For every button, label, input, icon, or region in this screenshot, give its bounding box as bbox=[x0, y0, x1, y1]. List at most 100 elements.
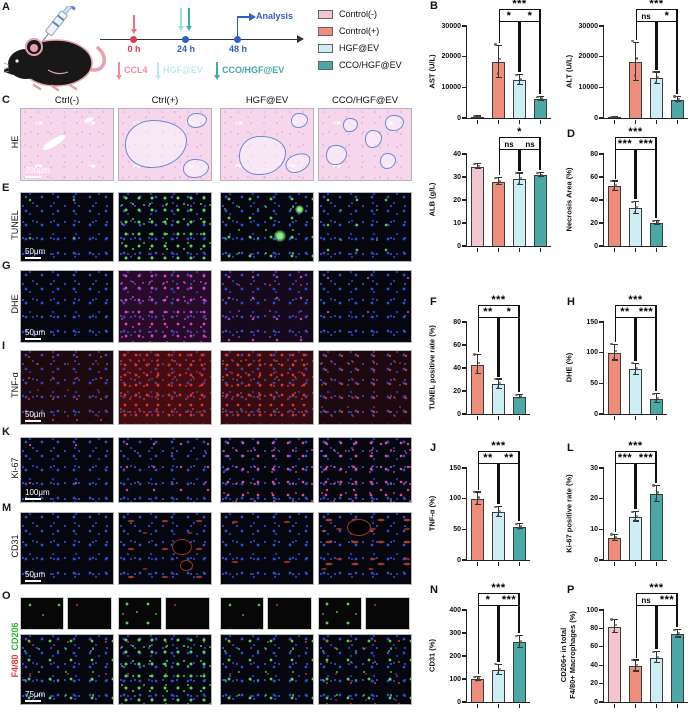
vessel-shape bbox=[83, 115, 94, 124]
timepoint-24h-label: 24 h bbox=[176, 44, 195, 54]
cd31-image-ccohgfev bbox=[318, 512, 412, 585]
experiment-schematic: Analysis 0 h 24 h 48 h CCL4 HGF@EV CCO/H… bbox=[0, 0, 430, 95]
plot-area: *** ** * bbox=[462, 294, 530, 420]
scale-bar: 75μm bbox=[25, 691, 45, 702]
timepoint-0h-label: 0 h bbox=[127, 44, 141, 54]
tunel-image-ccohgfev bbox=[318, 192, 412, 262]
analysis-line-h bbox=[237, 16, 250, 18]
dhe-image-ctrl-neg: 50μm bbox=[20, 270, 114, 343]
panel-letter-g: G bbox=[2, 260, 11, 272]
stain-overlay bbox=[221, 438, 313, 502]
chart-alb: ALB (g/L) 0 10 20 30 40 * ns ns bbox=[428, 126, 562, 270]
stain-overlay bbox=[319, 351, 411, 424]
y-axis-ticks: 0 20 40 60 80 100 bbox=[586, 606, 598, 706]
necrosis-outline bbox=[239, 135, 286, 175]
merge-image-ctrl-neg: 75μm bbox=[20, 634, 114, 705]
panel-letter-b: B bbox=[430, 0, 438, 12]
stain-overlay bbox=[119, 635, 211, 704]
panel-letter-l: L bbox=[567, 442, 574, 454]
mouse-illustration bbox=[4, 6, 106, 92]
column-header-ctrl-pos: Ctrl(+) bbox=[151, 95, 179, 106]
ccl4-injection-arrow bbox=[133, 15, 135, 29]
f480-channel-hgfev bbox=[267, 597, 312, 630]
he-image-ccohgfev bbox=[318, 108, 412, 181]
ccl4-legend-arrowhead-icon bbox=[116, 75, 123, 80]
chart-dhe: H DHE (%) 0 50 100 150 *** ** *** bbox=[565, 294, 699, 438]
chart-tunel-rate: F TUNEL positive rate (%) 0 20 40 60 80 *** ** * bbox=[428, 294, 562, 438]
row-label-tnf: TNF-α bbox=[10, 372, 20, 398]
stain-overlay bbox=[119, 351, 211, 424]
ccohgfev-arrowhead-icon bbox=[186, 26, 193, 31]
necrosis-outline bbox=[283, 150, 313, 176]
apoptotic-cluster bbox=[294, 205, 304, 215]
stain-overlay bbox=[221, 598, 263, 629]
analysis-label: Analysis bbox=[256, 11, 294, 21]
charts-column: B AST (U/L) 0 10000 20000 30000 *** * * ALT (U/L… bbox=[428, 0, 700, 713]
chart-ast: B AST (U/L) 0 10000 20000 30000 *** * * bbox=[428, 0, 562, 142]
stain-overlay bbox=[221, 635, 313, 704]
chart-ki67-rate: L Ki-67 positive rate (%) 0 10 20 30 *** *** *** bbox=[565, 440, 699, 584]
stain-overlay bbox=[21, 351, 113, 424]
ccohgfev-legend-arrow bbox=[216, 62, 218, 75]
chart-cd31: N CD31 (%) 0 100 200 300 400 *** * *** bbox=[428, 582, 562, 713]
syringe-icon bbox=[41, 6, 76, 42]
analysis-line-v bbox=[236, 16, 239, 36]
legend-swatch-control-neg bbox=[318, 10, 333, 19]
tunel-image-ctrl-pos bbox=[118, 192, 212, 262]
panel-letter-c: C bbox=[2, 94, 10, 106]
stain-overlay bbox=[21, 438, 113, 502]
stain-overlay bbox=[319, 193, 411, 261]
column-header-ctrl-neg: Ctrl(-) bbox=[54, 95, 80, 106]
stain-overlay bbox=[319, 438, 411, 502]
stain-overlay bbox=[119, 598, 161, 629]
ccl4-label: CCL4 bbox=[124, 65, 148, 75]
necrosis-outline bbox=[290, 113, 308, 129]
row-label-cd31: CD31 bbox=[10, 534, 20, 558]
vessel-lumen bbox=[179, 559, 193, 571]
y-axis-ticks: 0 50 100 150 bbox=[586, 318, 598, 418]
ccl4-injection-arrowhead-icon bbox=[131, 29, 138, 34]
stain-overlay bbox=[119, 271, 211, 342]
row-label-f480-cd206: F4/80 CD206 bbox=[10, 606, 20, 694]
necrosis-outline bbox=[183, 158, 210, 178]
hgfev-arrowhead-icon bbox=[178, 26, 185, 31]
hgfev-arrow bbox=[180, 8, 182, 26]
tunel-image-hgfev bbox=[220, 192, 314, 262]
scale-bar: 50μm bbox=[25, 411, 45, 422]
row-label-he: HE bbox=[10, 135, 20, 149]
stain-overlay bbox=[21, 598, 63, 629]
stain-overlay bbox=[221, 271, 313, 342]
panel-letter-e: E bbox=[2, 182, 10, 194]
stain-overlay bbox=[119, 513, 211, 584]
timeline-arrowhead-icon bbox=[297, 35, 304, 43]
panel-letter-o: O bbox=[2, 590, 11, 602]
plot-area: *** *** *** bbox=[599, 126, 667, 252]
panel-letter-k: K bbox=[2, 426, 10, 438]
hgfev-label: HGF@EV bbox=[163, 65, 203, 75]
panel-letter-d: D bbox=[567, 128, 575, 140]
panel-letter-n: N bbox=[430, 584, 438, 596]
y-axis-ticks: 0 20 40 60 80 bbox=[453, 318, 461, 418]
legend-label: Control(+) bbox=[339, 26, 380, 36]
tnf-image-ctrl-pos bbox=[118, 350, 212, 425]
panel-letter-p: P bbox=[567, 584, 575, 596]
row-label-dhe: DHE bbox=[10, 294, 20, 314]
stain-overlay bbox=[21, 193, 113, 261]
he-image-ctrl-neg: 200μm bbox=[20, 108, 114, 181]
he-image-ctrl-pos bbox=[118, 108, 212, 181]
hgfev-legend-arrowhead-icon bbox=[155, 75, 162, 80]
stain-overlay bbox=[221, 513, 313, 584]
y-axis-ticks: 0 10 20 30 bbox=[590, 464, 598, 564]
necrosis-outline bbox=[385, 114, 404, 131]
legend-swatch-ccohgfev bbox=[318, 61, 333, 70]
stain-overlay bbox=[68, 598, 111, 629]
he-image-hgfev bbox=[220, 108, 314, 181]
vessel-lumen bbox=[172, 538, 193, 555]
dhe-image-ctrl-pos bbox=[118, 270, 212, 343]
f480-channel-ctrl-neg bbox=[67, 597, 112, 630]
merge-image-ctrl-pos bbox=[118, 634, 212, 705]
plot-area: *** ns *** bbox=[599, 582, 688, 708]
plot-area: * ns ns bbox=[462, 126, 551, 252]
panel-letter-f: F bbox=[430, 296, 437, 308]
column-header-hgfev: HGF@EV bbox=[245, 95, 289, 106]
